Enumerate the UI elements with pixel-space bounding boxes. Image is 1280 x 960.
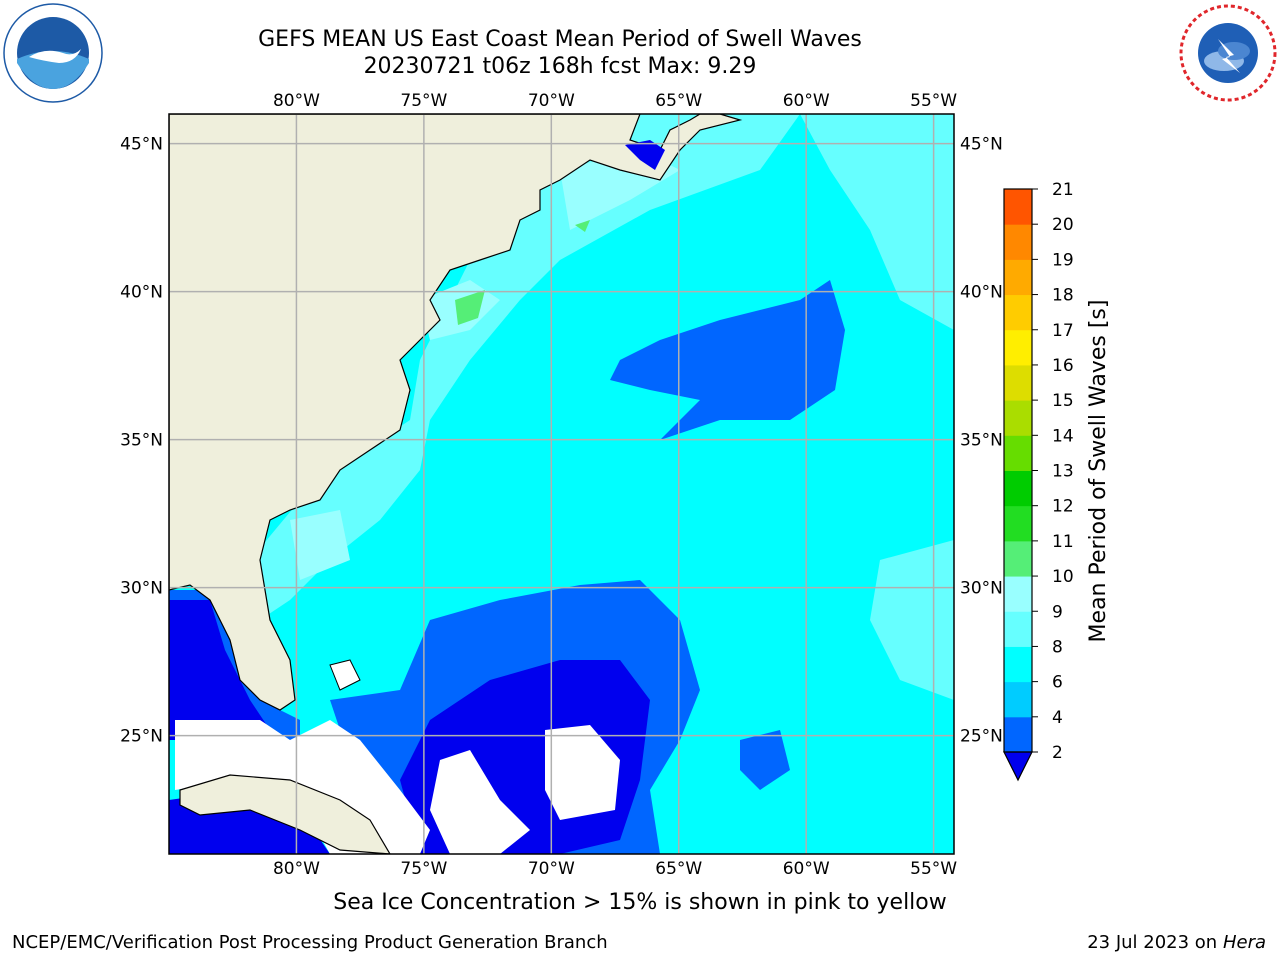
colorbar-tick-label: 17 [1052, 321, 1074, 341]
colorbar-tick-label: 2 [1052, 743, 1063, 763]
contour-4-6 [740, 730, 790, 790]
colorbar-tick-label: 11 [1052, 532, 1074, 552]
map-field [169, 114, 954, 854]
cuba-land [179, 774, 391, 854]
colorbar-tick-label: 8 [1052, 637, 1063, 657]
lat-label: 30°N [960, 579, 1003, 599]
lon-label: 80°W [273, 91, 320, 111]
colorbar-tick-label: 14 [1052, 426, 1074, 446]
contour-6-8 [800, 114, 954, 330]
colorbar-tick-labels: 2 4 6 8 9 10 11 12 13 14 15 16 17 18 19 20 21 [1032, 180, 1074, 763]
colorbar-segment [1004, 505, 1032, 542]
colorbar [1003, 188, 1033, 782]
lat-label: 40°N [120, 283, 163, 303]
colorbar-tick-label: 19 [1052, 250, 1074, 270]
colorbar-segment [1004, 189, 1032, 225]
no-data-region [545, 725, 620, 820]
lat-label: 35°N [960, 431, 1003, 451]
credit-branch: NCEP/EMC/Verification Post Processing Pr… [12, 932, 608, 953]
contour-9-10 [455, 290, 485, 325]
colorbar-tick-label: 12 [1052, 497, 1074, 517]
national-weather-service-logo [1179, 4, 1277, 102]
credit-date: 23 Jul 2023 on Hera [1087, 932, 1266, 953]
colorbar-segment [1004, 681, 1032, 718]
colorbar-segment [1004, 540, 1032, 577]
lon-label: 75°W [400, 859, 447, 879]
lon-label: 55°W [910, 859, 957, 879]
colorbar-segment [1004, 400, 1032, 436]
noaa-logo [3, 3, 103, 103]
lon-labels-bottom: 80°W 75°W 70°W 65°W 60°W 55°W [273, 859, 957, 879]
lat-label: 35°N [120, 431, 163, 451]
colorbar-label: Mean Period of Swell Waves [s] [1086, 300, 1111, 643]
colorbar-tick-label: 20 [1052, 215, 1074, 235]
chart-title: GEFS MEAN US East Coast Mean Period of S… [258, 27, 862, 52]
lat-label: 45°N [120, 135, 163, 155]
sea-ice-note: Sea Ice Concentration > 15% is shown in … [333, 890, 947, 915]
lat-label: 25°N [960, 727, 1003, 747]
colorbar-extend-arrow [1003, 751, 1033, 782]
colorbar-segment [1004, 224, 1032, 260]
colorbar-segment [1004, 435, 1032, 471]
colorbar-segment [1004, 364, 1032, 401]
lon-label: 65°W [655, 91, 702, 111]
colorbar-segment [1004, 294, 1032, 331]
colorbar-segment [1004, 576, 1032, 612]
contour-6-8 [250, 114, 800, 620]
lon-label: 80°W [273, 859, 320, 879]
colorbar-segment [1004, 611, 1032, 647]
lon-label: 60°W [783, 91, 830, 111]
lon-label: 55°W [910, 91, 957, 111]
bahamas-land [329, 659, 361, 691]
no-data-region [430, 750, 530, 854]
lon-label: 75°W [400, 91, 447, 111]
map-frame [168, 113, 955, 855]
colorbar-segment [1004, 329, 1032, 366]
colorbar-segment [1004, 470, 1032, 507]
lon-label: 70°W [528, 91, 575, 111]
host-name: Hera [1222, 932, 1266, 953]
date-text: 23 Jul 2023 on [1087, 932, 1218, 953]
colorbar-tick-label: 21 [1052, 180, 1074, 200]
lat-label: 25°N [120, 727, 163, 747]
colorbar-segment [1004, 646, 1032, 683]
bay-of-fundy [625, 140, 665, 170]
lat-label: 40°N [960, 283, 1003, 303]
colorbar-tick-label: 6 [1052, 673, 1063, 693]
lon-label: 65°W [655, 859, 702, 879]
graticule [169, 114, 954, 854]
colorbar-segment [1004, 716, 1032, 753]
contour-4-6 [610, 280, 845, 440]
colorbar-tick-label: 10 [1052, 567, 1074, 587]
colorbar-tick-label: 13 [1052, 462, 1074, 482]
colorbar-tick-label: 9 [1052, 602, 1063, 622]
chart-subtitle: 20230721 t06z 168h fcst Max: 9.29 [363, 54, 757, 79]
lon-labels-top: 80°W 75°W 70°W 65°W 60°W 55°W [273, 91, 957, 111]
lat-label: 45°N [960, 135, 1003, 155]
colorbar-tick-label: 15 [1052, 391, 1074, 411]
lon-label: 70°W [528, 859, 575, 879]
colorbar-tick-label: 18 [1052, 286, 1074, 306]
colorbar-tick-label: 16 [1052, 356, 1074, 376]
lat-labels-left: 45°N 40°N 35°N 30°N 25°N [120, 135, 163, 747]
north-america-land [169, 114, 743, 711]
lat-label: 30°N [120, 579, 163, 599]
lat-labels-right: 45°N 40°N 35°N 30°N 25°N [960, 135, 1003, 747]
colorbar-segment [1004, 259, 1032, 296]
contour-9-10 [575, 220, 590, 232]
lon-label: 60°W [783, 859, 830, 879]
contour-8-9 [290, 510, 350, 580]
contour-2-4 [169, 600, 270, 740]
colorbar-tick-label: 4 [1052, 708, 1063, 728]
